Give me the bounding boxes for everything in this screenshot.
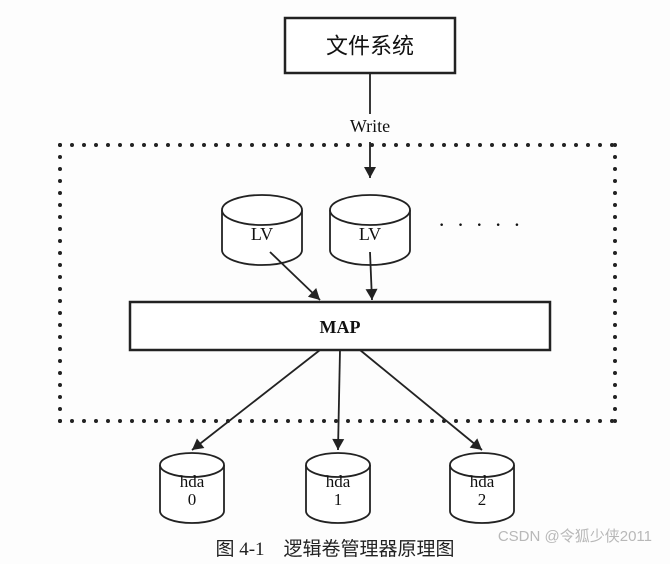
svg-text:hda: hda: [470, 472, 495, 491]
diagram-svg: 文件系统WriteLVLV· · · · ·MAPhda0hda1hda2: [0, 0, 670, 564]
svg-text:hda: hda: [326, 472, 351, 491]
svg-text:2: 2: [478, 490, 487, 509]
svg-text:· · · · ·: · · · · ·: [438, 212, 524, 237]
svg-text:0: 0: [188, 490, 197, 509]
watermark-text: CSDN @令狐少侠2011: [498, 525, 652, 546]
svg-text:Write: Write: [350, 116, 390, 136]
svg-text:LV: LV: [359, 224, 381, 244]
svg-text:MAP: MAP: [320, 317, 361, 337]
svg-text:1: 1: [334, 490, 343, 509]
svg-text:文件系统: 文件系统: [326, 34, 414, 59]
svg-text:LV: LV: [251, 224, 273, 244]
svg-text:hda: hda: [180, 472, 205, 491]
diagram-stage: 文件系统WriteLVLV· · · · ·MAPhda0hda1hda2 图 …: [0, 0, 670, 564]
